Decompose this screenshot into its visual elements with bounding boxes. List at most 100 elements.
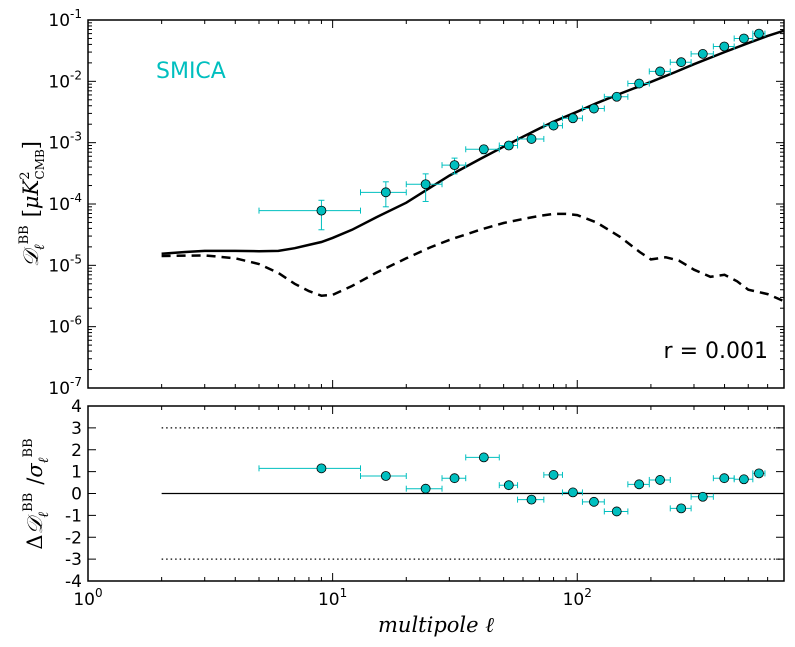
bot-ylabel-slash: / <box>23 477 47 485</box>
residual-point <box>754 468 764 479</box>
residual-point <box>316 463 327 474</box>
top-y-tick-label-base: 10 <box>48 134 70 154</box>
bot-ylabel-sub: ℓ <box>36 512 52 518</box>
residual-point <box>478 452 489 463</box>
top-y-axis-title: 𝒟ℓBB [μK2CMB] <box>17 141 48 267</box>
top-y-tick-label-exp: -3 <box>70 130 82 144</box>
data-point <box>316 205 327 216</box>
x-tick-label-exp: 1 <box>340 586 348 600</box>
x-tick-label: 101 <box>318 586 347 610</box>
top-ylabel-mu: μK <box>19 178 43 209</box>
bottom-y-tick-label: -2 <box>65 528 82 548</box>
bottom-y-tick-label: 3 <box>71 419 82 439</box>
bottom-y-tick-label: -3 <box>65 550 82 570</box>
top-y-tick-label: 10-3 <box>48 130 82 154</box>
top-y-tick-label-exp: -2 <box>70 68 82 82</box>
data-point <box>754 28 764 39</box>
data-point <box>611 91 622 102</box>
bot-ylabel-sup: BB <box>21 493 36 512</box>
top-y-tick-label-base: 10 <box>48 72 70 92</box>
bottom-x-axis-title: multipole ℓ <box>378 613 494 637</box>
bottom-y-tick-label: 1 <box>71 463 82 483</box>
dashed-model-line <box>161 212 785 303</box>
data-point <box>449 160 460 171</box>
top-y-tick-label: 10-4 <box>48 191 82 215</box>
residual-point <box>589 496 599 507</box>
top-y-tick-label-exp: -7 <box>70 375 82 389</box>
bottom-y-axis-title: Δ𝒟ℓBB/σℓBB <box>21 438 52 549</box>
top-ylabel-open: [ <box>19 209 43 217</box>
data-point <box>420 179 431 190</box>
bot-ylabel-sigma-sub: ℓ <box>36 457 52 463</box>
residual-point <box>676 503 687 514</box>
residual-point <box>655 475 665 485</box>
top-ylabel-unit-sub: CMB <box>33 149 47 179</box>
top-y-tick-label: 10-5 <box>48 252 82 276</box>
x-tick-label-exp: 2 <box>584 586 592 600</box>
top-y-tick-label: 10-1 <box>48 7 82 31</box>
top-y-tick-label-exp: -4 <box>70 191 82 205</box>
x-tick-label-base: 10 <box>73 590 95 610</box>
residual-point <box>526 494 537 505</box>
x-tick-label-exp: 0 <box>95 586 103 600</box>
solid-model-line <box>161 29 785 255</box>
bottom-y-tick-label: 0 <box>71 485 82 505</box>
data-point <box>655 66 665 77</box>
top-ylabel-main: 𝒟 <box>19 246 43 267</box>
top-ylabel-close: ] <box>19 141 43 149</box>
top-y-tick-label-base: 10 <box>48 379 70 399</box>
data-point <box>478 144 489 155</box>
top-ylabel-unit-sup: 2 <box>18 171 33 179</box>
top-y-tick-label: 10-7 <box>48 375 82 399</box>
x-tick-label-base: 10 <box>318 590 340 610</box>
residual-point <box>634 479 645 490</box>
data-point <box>739 33 749 44</box>
residual-point <box>548 470 559 480</box>
bottom-y-tick-label: 4 <box>71 397 82 417</box>
residual-point <box>611 506 622 517</box>
x-tick-label-base: 10 <box>563 590 585 610</box>
top-y-tick-label-exp: -1 <box>70 7 82 21</box>
bottom-y-tick-label: 2 <box>71 441 82 461</box>
top-y-tick-label-base: 10 <box>48 256 70 276</box>
data-point <box>568 113 578 124</box>
residual-point <box>503 480 514 491</box>
x-tick-label: 102 <box>563 586 592 610</box>
data-point <box>589 103 599 114</box>
residual-point <box>697 491 708 502</box>
top-y-tick-label-base: 10 <box>48 11 70 31</box>
data-point <box>548 120 559 131</box>
x-tick-label: 100 <box>73 586 102 610</box>
data-point <box>676 57 687 68</box>
top-y-tick-label: 10-6 <box>48 314 82 338</box>
residual-point <box>420 483 431 494</box>
residual-point <box>449 473 460 484</box>
residual-point <box>568 487 578 498</box>
top-ylabel-sub: ℓ <box>32 244 48 250</box>
bot-ylabel-sigma-sup: BB <box>21 438 36 457</box>
top-y-tick-label-base: 10 <box>48 318 70 338</box>
top-y-tick-label-exp: -6 <box>70 314 82 328</box>
top-panel: 10-710-610-510-410-310-210-1 SMICA r = 0… <box>17 7 785 399</box>
data-point <box>634 78 645 89</box>
bottom-y-tick-label: -1 <box>65 506 82 526</box>
bot-ylabel-main: 𝒟 <box>23 513 47 534</box>
data-point <box>380 187 391 198</box>
smica-label: SMICA <box>156 59 226 84</box>
bot-ylabel-delta: Δ <box>23 534 47 549</box>
data-point <box>697 49 708 59</box>
bottom-y-tick-label: -4 <box>65 572 82 592</box>
data-point <box>719 41 730 52</box>
data-point <box>526 134 537 144</box>
r-value-label: r = 0.001 <box>664 339 768 364</box>
bot-ylabel-sigma: σ <box>23 463 47 478</box>
residual-point <box>719 473 730 484</box>
top-ylabel-sup: BB <box>17 225 32 244</box>
data-point <box>503 140 514 151</box>
top-y-tick-label-base: 10 <box>48 195 70 215</box>
top-y-tick-label: 10-2 <box>48 68 82 92</box>
residual-point <box>739 474 749 485</box>
residual-point <box>380 471 391 481</box>
